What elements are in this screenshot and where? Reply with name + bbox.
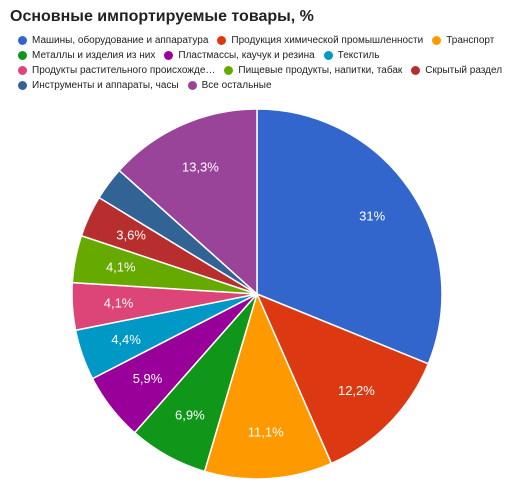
pie-slice[interactable] [256,108,443,365]
legend-swatch [432,36,442,45]
legend-swatch [323,51,333,60]
legend-label: Инструменты и аппараты, часы [32,80,179,91]
legend-label: Транспорт [446,35,495,46]
legend-swatch [164,51,174,60]
legend-swatch [18,51,27,60]
legend-item[interactable]: Машины, оборудование и аппаратура [18,33,208,48]
legend-label: Продукты растительного происхожде… [32,65,216,76]
legend-item[interactable]: Инструменты и аппараты, часы [18,78,179,93]
legend-item[interactable]: Пластмассы, каучук и резина [164,48,315,63]
legend-item[interactable]: Пищевые продукты, напитки, табак [224,63,402,78]
slice-label: 12,2% [338,383,375,398]
legend-label: Машины, оборудование и аппаратура [32,35,209,46]
legend-swatch [411,66,421,75]
slice-label: 13,3% [182,159,219,174]
slice-label: 5,9% [133,371,163,386]
legend-swatch [187,81,197,90]
legend-row: Металлы и изделия из них Пластмассы, кау… [18,48,510,63]
slice-label: 3,6% [116,228,146,243]
legend-item[interactable]: Текстиль [323,48,380,63]
slice-label: 6,9% [175,407,205,422]
legend-swatch [217,36,227,45]
legend-item[interactable]: Продукты растительного происхожде… [18,63,215,78]
legend-item[interactable]: Транспорт [432,33,494,48]
legend-item[interactable]: Скрытый раздел [411,63,502,78]
legend-label: Текстиль [337,50,380,61]
legend-row: Машины, оборудование и аппаратура Продук… [18,33,510,48]
legend-label: Продукция химической промышленности [231,35,424,46]
legend: Машины, оборудование и аппаратура Продук… [18,33,510,93]
legend-label: Металлы и изделия из них [32,50,156,61]
legend-row: Инструменты и аппараты, часы Все остальн… [18,78,510,93]
slice-label: 4,1% [106,260,136,275]
pie-slice[interactable] [255,292,430,465]
legend-item[interactable]: Металлы и изделия из них [18,48,155,63]
slice-label: 11,1% [248,424,284,439]
legend-swatch [18,81,27,90]
pie-slice[interactable] [118,108,258,296]
legend-item[interactable]: Все остальные [187,78,272,93]
legend-label: Все остальные [201,80,272,91]
legend-row: Продукты растительного происхожде… Пищев… [18,63,510,78]
slice-label: 4,4% [111,332,141,347]
legend-label: Пластмассы, каучук и резина [178,50,315,61]
pie-slice[interactable] [203,291,333,480]
chart-title: Основные импортируемые товары, % [10,8,314,25]
legend-swatch [18,36,27,45]
slice-label: 4,1% [104,295,134,310]
legend-label: Скрытый раздел [425,65,503,76]
legend-item[interactable]: Продукция химической промышленности [217,33,423,48]
legend-swatch [18,66,27,75]
slice-label: 31% [359,209,385,224]
legend-swatch [224,66,234,75]
legend-label: Пищевые продукты, напитки, табак [238,65,403,76]
